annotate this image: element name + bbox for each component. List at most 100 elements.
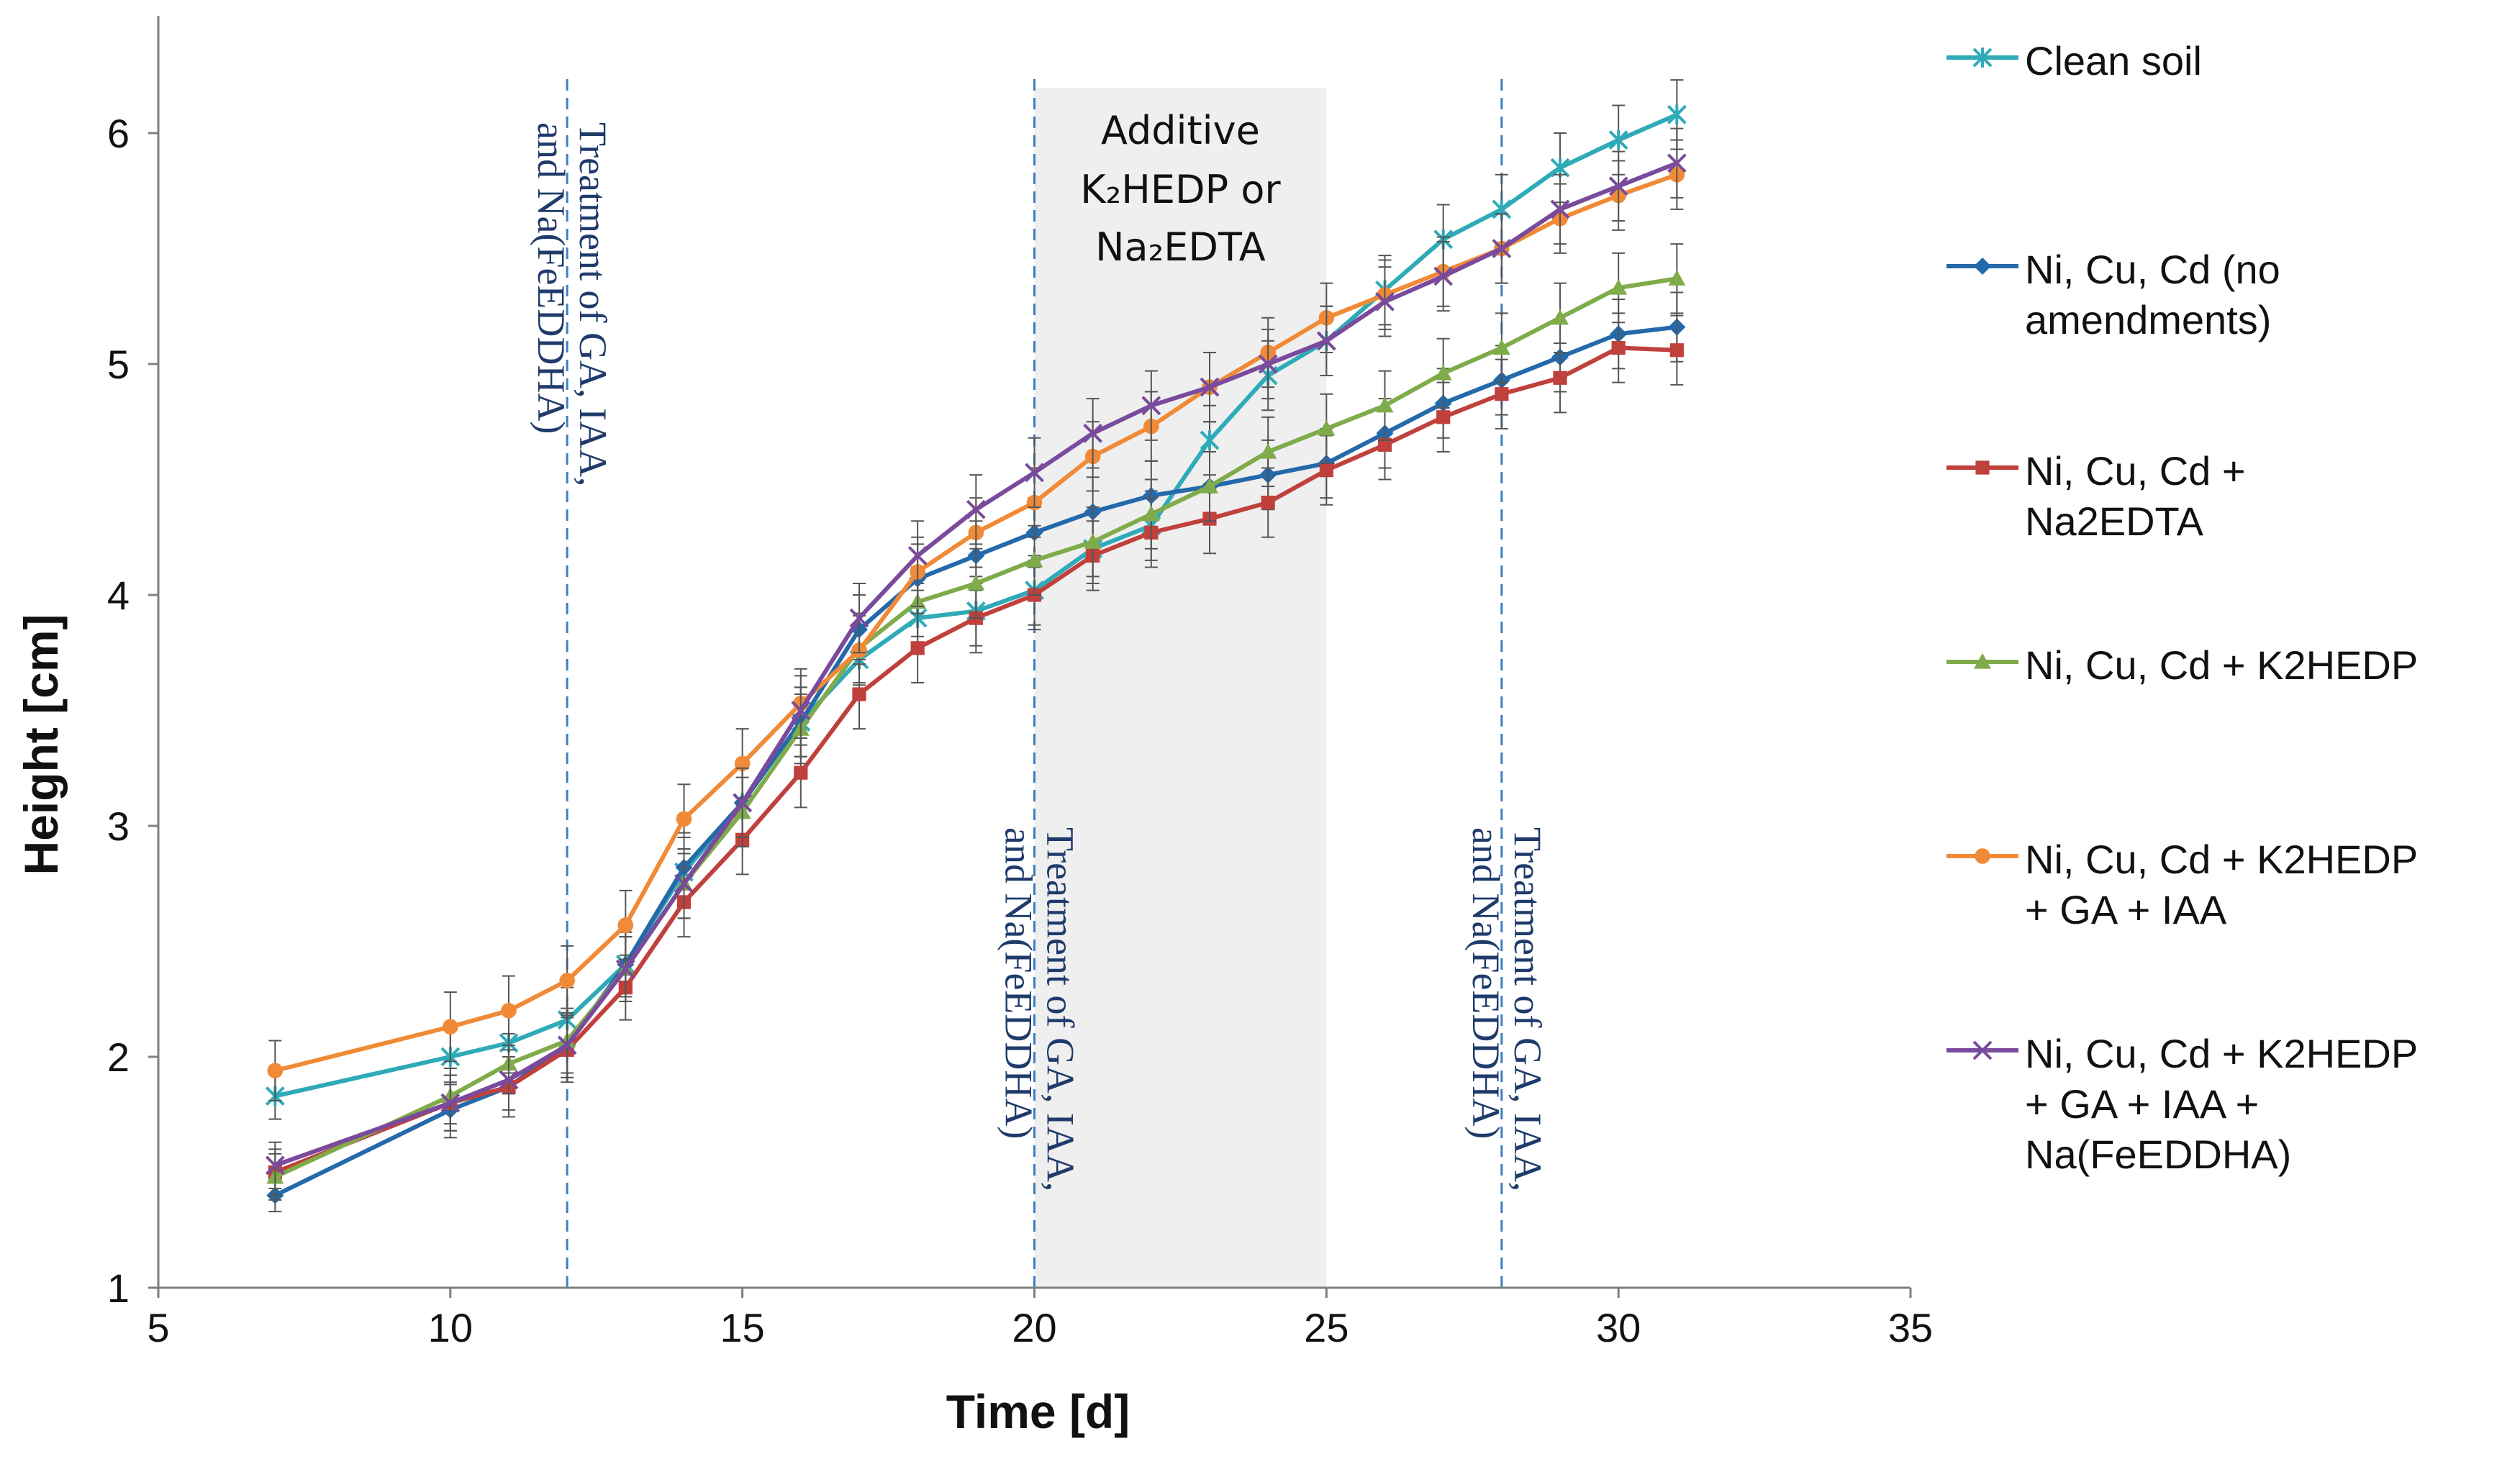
- data-point: [1436, 410, 1451, 424]
- y-axis-label: Height [cm]: [14, 614, 68, 876]
- legend-marker-k2hedp: [1946, 653, 2018, 669]
- data-point: [1668, 270, 1686, 286]
- data-point: [1377, 437, 1392, 452]
- data-point: [1608, 176, 1628, 196]
- data-point: [557, 1035, 577, 1055]
- legend-item-k2hedp-ga-iaa-fe: Ni, Cu, Cd + K2HEDP + GA + IAA + Na(FeED…: [1943, 1029, 2418, 1180]
- shaded-region-label-line1: Additive: [1101, 108, 1260, 153]
- data-point: [1553, 370, 1567, 385]
- data-point: [267, 1063, 284, 1079]
- data-point: [1200, 377, 1220, 397]
- data-point: [1141, 396, 1161, 416]
- data-point: [617, 917, 634, 933]
- y-tick-label: 3: [107, 804, 130, 849]
- treatment-label-line1: Treatment of GA, IAA,: [1039, 827, 1082, 1191]
- data-point: [499, 1070, 519, 1090]
- data-point: [1434, 364, 1452, 381]
- treatment-label-line2: and Na(FeEDDHA): [530, 122, 573, 434]
- data-point: [1261, 496, 1275, 510]
- x-tick-label: 30: [1596, 1305, 1641, 1350]
- data-point: [674, 873, 694, 894]
- y-tick-label: 5: [107, 342, 130, 387]
- data-point: [791, 701, 811, 720]
- treatment-label-line2: and Na(FeEDDHA): [997, 827, 1041, 1139]
- legend-item-no-amendments: Ni, Cu, Cd (no amendments): [1943, 245, 2280, 345]
- treatment-label-1: Treatment of GA, IAA,and Na(FeEDDHA): [997, 827, 1082, 1191]
- data-point: [265, 1155, 285, 1176]
- data-point: [733, 793, 753, 813]
- treatment-label-2: Treatment of GA, IAA,and Na(FeEDDHA): [1464, 827, 1549, 1191]
- data-point: [1667, 104, 1687, 125]
- legend-item-na2edta: Ni, Cu, Cd + Na2EDTA: [1943, 446, 2246, 547]
- data-point: [443, 1019, 458, 1035]
- data-point: [1142, 505, 1160, 522]
- data-point: [1259, 442, 1277, 459]
- legend-marker-no-amendments: [1946, 258, 2018, 275]
- data-point: [734, 755, 751, 772]
- data-point: [852, 687, 866, 701]
- legend-item-k2hedp: Ni, Cu, Cd + K2HEDP: [1943, 640, 2418, 691]
- legend-label: Ni, Cu, Cd (no amendments): [2025, 247, 2280, 342]
- treatment-lines-layer: Treatment of GA, IAA,and Na(FeEDDHA)Trea…: [530, 79, 1549, 1288]
- data-point: [1433, 266, 1454, 286]
- data-point: [1200, 430, 1220, 450]
- legend-marker-k2hedp-ga-iaa-fe: [1946, 1040, 2018, 1060]
- data-point: [559, 973, 575, 988]
- data-point: [440, 1093, 461, 1113]
- legend-point: [1974, 653, 1991, 669]
- data-point: [1611, 340, 1626, 355]
- data-point: [1495, 387, 1509, 401]
- data-point: [966, 499, 986, 519]
- axes: 5 10 15 20 25 30 35 1 2 3 4 5 6 Time [d] Height [cm…: [14, 16, 1933, 1438]
- legend-point: [1975, 848, 1990, 864]
- legend-marker-k2hedp-ga-iaa: [1946, 848, 2018, 864]
- legend-item-k2hedp-ga-iaa: Ni, Cu, Cd + K2HEDP + GA + IAA: [1943, 835, 2418, 935]
- series-layer: [265, 79, 1687, 1213]
- treatment-label-line1: Treatment of GA, IAA,: [1506, 827, 1549, 1191]
- data-point: [1610, 279, 1628, 295]
- legend-label: Ni, Cu, Cd + K2HEDP: [2025, 642, 2419, 688]
- data-point: [1492, 339, 1510, 355]
- legend-point: [1974, 258, 1991, 275]
- data-point: [849, 608, 869, 628]
- treatment-label-line1: Treatment of GA, IAA,: [571, 122, 615, 486]
- legend-item-clean-soil: Clean soil: [1943, 36, 2202, 86]
- legend-marker-clean-soil: [1946, 47, 2018, 68]
- x-tick-label: 10: [428, 1305, 473, 1350]
- shaded-region-layer: Additive K₂HEDP or Na₂EDTA: [1034, 88, 1327, 1288]
- shaded-region: [1034, 88, 1327, 1288]
- legend-label: Ni, Cu, Cd + K2HEDP + GA + IAA: [2025, 837, 2419, 932]
- data-point: [1316, 331, 1336, 351]
- y-tick-label: 2: [107, 1035, 130, 1080]
- data-point: [1492, 239, 1512, 258]
- series-5: [265, 127, 1687, 1189]
- data-point: [1258, 354, 1278, 374]
- treatment-label-line2: and Na(FeEDDHA): [1464, 827, 1508, 1139]
- y-tick-label: 1: [107, 1265, 130, 1311]
- data-point: [910, 641, 925, 655]
- legend-point: [1972, 47, 1993, 68]
- data-point: [1550, 199, 1570, 219]
- data-point: [1084, 533, 1102, 549]
- data-point: [1083, 423, 1103, 443]
- data-point: [1319, 463, 1333, 478]
- x-ticks: 5 10 15 20 25 30 35: [147, 1288, 1933, 1350]
- x-axis-label: Time [d]: [946, 1385, 1130, 1438]
- data-point: [967, 574, 985, 591]
- data-point: [1375, 291, 1395, 312]
- x-tick-label: 5: [147, 1305, 169, 1350]
- legend-point: [1972, 1040, 1993, 1060]
- y-ticks: 1 2 3 4 5 6: [107, 111, 158, 1311]
- data-point: [1376, 396, 1394, 413]
- data-point: [1201, 478, 1218, 494]
- data-point: [1318, 419, 1336, 436]
- data-point: [1667, 153, 1687, 173]
- legend-label: Ni, Cu, Cd + K2HEDP + GA + IAA + Na(FeED…: [2025, 1031, 2419, 1177]
- legend-marker-na2edta: [1946, 460, 2018, 475]
- x-tick-label: 20: [1012, 1305, 1056, 1350]
- x-tick-label: 15: [720, 1305, 765, 1350]
- x-tick-label: 25: [1304, 1305, 1349, 1350]
- data-point: [1608, 129, 1628, 150]
- data-point: [1551, 309, 1569, 325]
